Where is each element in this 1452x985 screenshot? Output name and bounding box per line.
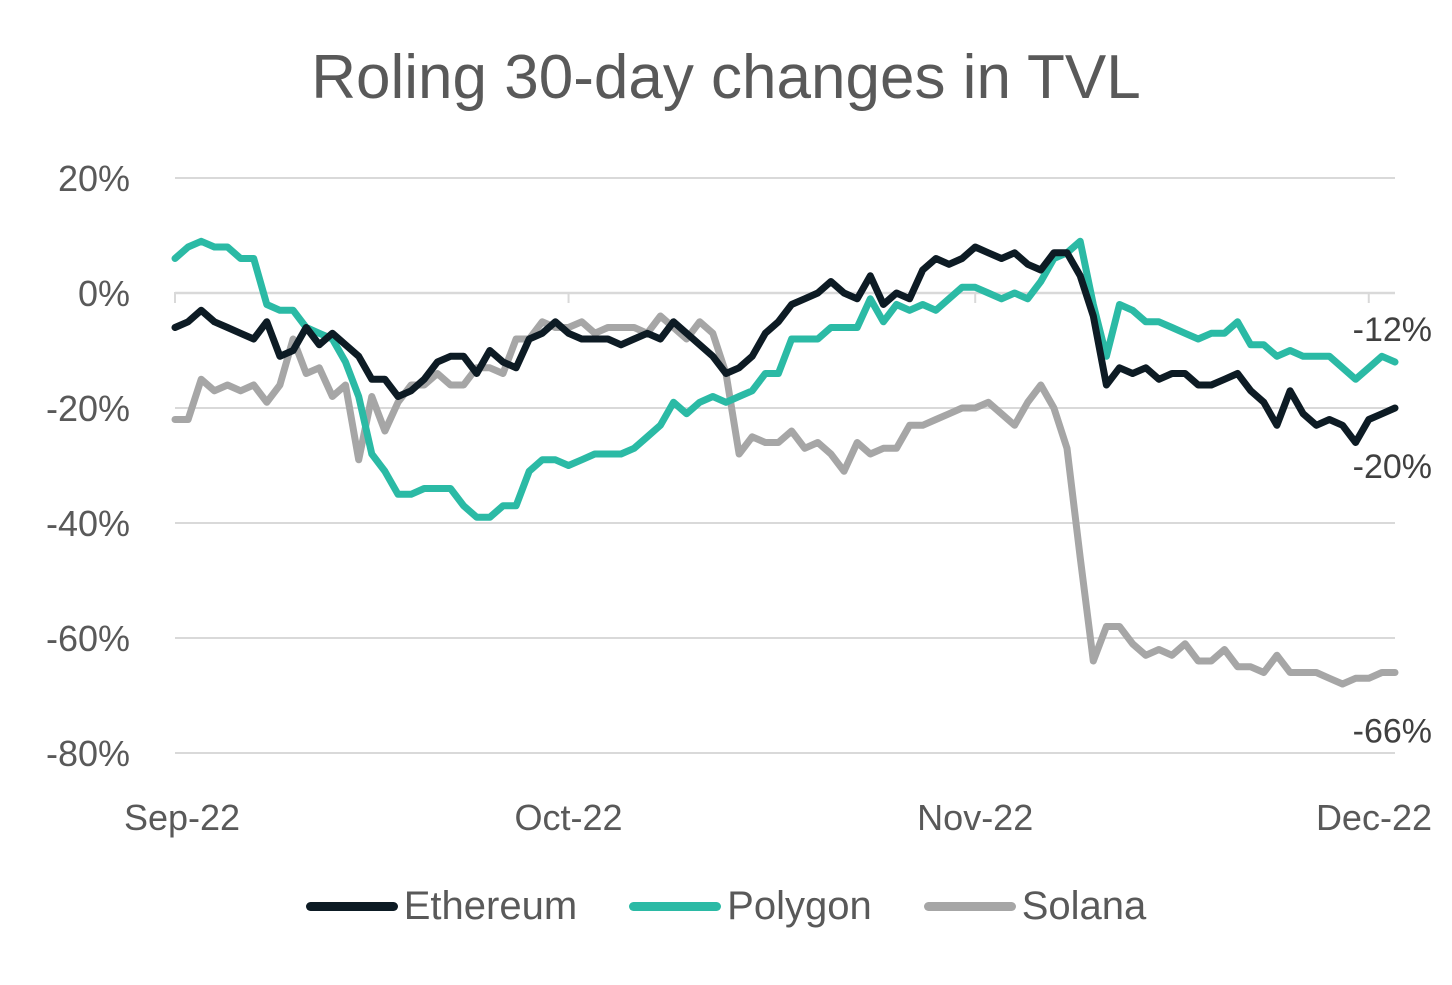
end-label-ethereum: -20% xyxy=(1353,448,1432,486)
series-line-solana xyxy=(171,312,1399,688)
x-tick-label: Sep-22 xyxy=(124,797,240,838)
legend-label: Ethereum xyxy=(403,884,578,928)
series-line-polygon xyxy=(171,237,1399,521)
y-tick-label: 0% xyxy=(78,273,130,314)
y-axis-tick-labels: 20% 0% -20% -40% -60% -80% xyxy=(46,158,130,774)
legend: Ethereum Polygon Solana xyxy=(0,884,1452,929)
end-label-polygon: -12% xyxy=(1353,311,1432,349)
y-tick-label: 20% xyxy=(58,158,130,199)
x-axis xyxy=(174,291,1395,303)
y-tick-label: -60% xyxy=(46,618,130,659)
series-line-ethereum xyxy=(171,243,1399,446)
x-tick-label: Oct-22 xyxy=(515,797,623,838)
y-tick-label: -20% xyxy=(46,388,130,429)
legend-label: Polygon xyxy=(727,884,872,928)
end-label-solana: -66% xyxy=(1353,713,1432,751)
legend-swatch xyxy=(923,902,1016,911)
x-tick-label: Nov-22 xyxy=(917,797,1033,838)
legend-item-solana: Solana xyxy=(923,884,1147,929)
y-tick-label: -80% xyxy=(46,733,130,774)
chart-title: Roling 30-day changes in TVL xyxy=(311,43,1141,112)
x-tick-label: Dec-22 xyxy=(1316,797,1432,838)
end-labels: -20% -12% -66% xyxy=(1353,311,1432,751)
y-tick-label: -40% xyxy=(46,503,130,544)
legend-swatch xyxy=(305,902,398,911)
legend-swatch xyxy=(629,902,722,911)
legend-label: Solana xyxy=(1021,884,1147,928)
x-axis-tick-labels: Sep-22 Oct-22 Nov-22 Dec-22 xyxy=(124,797,1432,838)
series-lines xyxy=(171,237,1399,688)
gridlines xyxy=(175,177,1395,754)
legend-item-ethereum: Ethereum xyxy=(305,884,578,929)
legend-item-polygon: Polygon xyxy=(629,884,872,929)
